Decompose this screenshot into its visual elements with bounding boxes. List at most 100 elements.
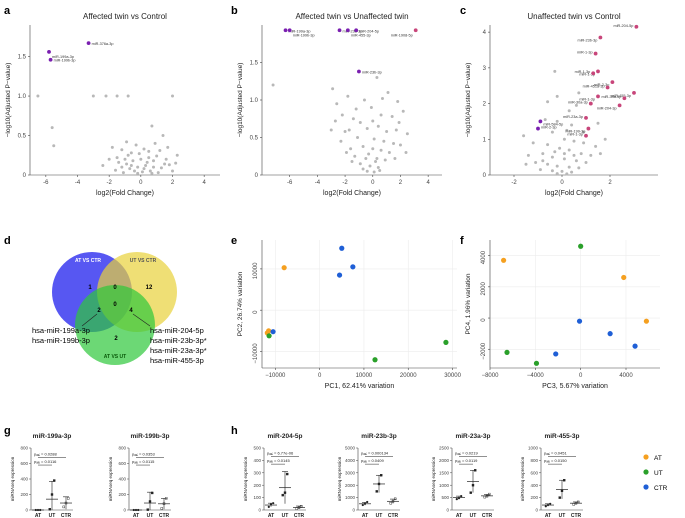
venn-count-abc: 0 bbox=[113, 302, 117, 308]
grey-point bbox=[107, 157, 111, 161]
point-label: miR-30a-3p bbox=[568, 101, 588, 105]
grey-point bbox=[524, 162, 528, 166]
x-axis-label: log2(Fold Change) bbox=[545, 190, 603, 197]
point-label: miR-1-3p bbox=[575, 70, 591, 74]
y-axis-label: miRNAseq expression bbox=[10, 456, 15, 501]
point-label: miR-23b-3p bbox=[578, 39, 598, 43]
data-point bbox=[363, 502, 367, 505]
x-tick-label: 0 bbox=[371, 180, 375, 186]
data-point bbox=[132, 508, 135, 512]
grey-point bbox=[152, 159, 155, 163]
grey-point bbox=[546, 100, 550, 104]
grey-point bbox=[344, 151, 348, 154]
x-tick-label: 0 bbox=[318, 373, 322, 379]
grey-point bbox=[598, 152, 602, 156]
data-point bbox=[269, 503, 273, 506]
grey-point bbox=[104, 94, 108, 98]
data-point bbox=[53, 479, 56, 482]
grey-point bbox=[404, 151, 408, 154]
grey-point bbox=[137, 152, 141, 156]
grey-point bbox=[36, 94, 40, 98]
venn-label-ut-ctr: UT VS CTR bbox=[130, 258, 157, 264]
grey-point bbox=[347, 128, 351, 132]
grey-point bbox=[577, 91, 581, 95]
y-axis-label: miRNAseq expression bbox=[243, 456, 248, 501]
data-point bbox=[361, 503, 364, 507]
grey-point bbox=[376, 166, 380, 169]
chart-e: −10000 0 10000 20000 30000 −10000 0 10000 PC1, 6… bbox=[237, 240, 462, 390]
chart-a: -6 -4 -2 0 2 4 0 0.5 1.0 1.5 Affected twin vs Cont… bbox=[5, 12, 220, 197]
grey-point bbox=[582, 141, 586, 145]
grey-point bbox=[367, 152, 371, 156]
data-point bbox=[162, 502, 166, 505]
grey-point bbox=[115, 94, 119, 98]
y-tick-label: 1.0 bbox=[18, 94, 27, 100]
y-tick-label: 2000 bbox=[439, 458, 450, 463]
y-tick-label: 1000 bbox=[345, 495, 356, 500]
y-tick-label: 400 bbox=[20, 477, 28, 482]
data-point bbox=[297, 506, 301, 509]
y-tick-label: 300 bbox=[253, 470, 261, 475]
grey-point bbox=[562, 152, 566, 156]
grey-point bbox=[393, 157, 397, 160]
highlighted-point bbox=[538, 119, 543, 124]
highlighted-point bbox=[47, 49, 51, 54]
x-tick-label: -2 bbox=[511, 180, 517, 186]
pca-point-ut bbox=[533, 360, 540, 366]
grey-point bbox=[531, 141, 535, 145]
grey-point bbox=[378, 169, 382, 172]
highlighted-point bbox=[591, 71, 596, 76]
y-axis-label: miRNAseq expression bbox=[108, 456, 113, 501]
y-tick-label: −2000 bbox=[481, 342, 487, 360]
y-tick-label: 1500 bbox=[439, 470, 450, 475]
grey-point bbox=[577, 166, 581, 170]
grey-point bbox=[382, 139, 386, 143]
data-point bbox=[563, 479, 566, 482]
y-tick-label: 4000 bbox=[481, 250, 487, 264]
y-tick-label: 200 bbox=[530, 495, 538, 500]
highlighted-point bbox=[86, 41, 91, 46]
grey-point bbox=[339, 139, 343, 143]
grey-point bbox=[163, 162, 167, 166]
data-point bbox=[36, 508, 40, 512]
venn-left-list-item: hsa-miR-199b-3p bbox=[32, 336, 90, 345]
venn-circle-at-ut bbox=[75, 285, 155, 365]
data-point bbox=[272, 502, 275, 505]
grey-point bbox=[333, 119, 337, 123]
venn-count-c-only: 2 bbox=[114, 336, 118, 342]
y-tick-label: 1000 bbox=[439, 483, 450, 488]
panel-letter-f: f bbox=[460, 235, 464, 247]
grey-point bbox=[136, 171, 140, 175]
p-value-label: pₐₑⱼ = 6.77e-06 bbox=[267, 451, 294, 456]
grey-point bbox=[356, 136, 360, 139]
point-label: miR-1-3p bbox=[579, 72, 595, 76]
point-label: miR-2-3p bbox=[541, 126, 557, 130]
data-point bbox=[281, 493, 284, 497]
x-tick-label: 0 bbox=[579, 373, 583, 379]
y-tick-label: 200 bbox=[20, 492, 28, 497]
grey-point bbox=[574, 159, 578, 163]
x-tick-label: CTR bbox=[61, 513, 72, 518]
point-label: miR-2-3p bbox=[594, 83, 610, 87]
x-tick-label: 2 bbox=[399, 180, 403, 186]
grey-point bbox=[358, 162, 362, 166]
grey-point bbox=[550, 169, 554, 173]
x-tick-label: -6 bbox=[43, 180, 49, 186]
grey-point bbox=[574, 103, 578, 107]
venn-right-list-item: hsa-miR-455-3p bbox=[150, 356, 204, 365]
x-tick-label: -2 bbox=[106, 180, 112, 186]
data-point bbox=[455, 497, 458, 501]
point-label: miR-199b-3p bbox=[54, 59, 76, 63]
grey-point bbox=[131, 159, 135, 163]
grey-point bbox=[589, 153, 593, 157]
point-label: miR-376a-3p bbox=[92, 42, 114, 46]
data-point bbox=[460, 495, 463, 498]
point-label: miR-1908-5p bbox=[391, 33, 413, 37]
point-label: miR-204-3p bbox=[597, 106, 617, 110]
data-point bbox=[546, 503, 550, 507]
y-tick-label: 0 bbox=[481, 318, 487, 322]
data-point bbox=[389, 501, 392, 505]
highlighted-point bbox=[598, 35, 603, 40]
highlighted-point bbox=[345, 28, 350, 33]
grey-point bbox=[567, 148, 571, 152]
